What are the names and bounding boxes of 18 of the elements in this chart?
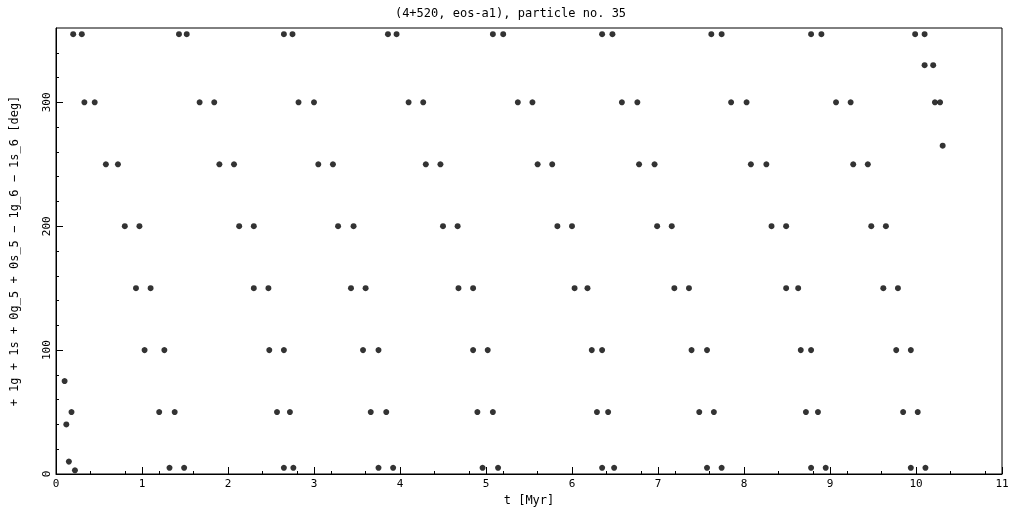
- y-axis-title: + 1g + 1s + 0g_5 + 0s_5 − 1g_6 − 1s_6 [deg]: [7, 95, 21, 407]
- y-tick-label: 200: [40, 216, 53, 237]
- x-tick-label: 2: [224, 477, 232, 490]
- y-tick-label: 100: [40, 340, 53, 361]
- x-tick-label: 10: [909, 477, 923, 490]
- x-tick-label: 8: [740, 477, 748, 490]
- x-tick-label: 6: [568, 477, 576, 490]
- y-tick-label: 0: [40, 470, 53, 478]
- x-axis-title: t [Myr]: [503, 492, 555, 507]
- chart-title: (4+520, eos-a1), particle no. 35: [394, 6, 627, 20]
- x-tick-label: 7: [654, 477, 662, 490]
- y-tick-label: 300: [40, 92, 53, 113]
- x-tick-label: 1: [138, 477, 146, 490]
- x-tick-label: 3: [310, 477, 318, 490]
- x-tick-label: 5: [482, 477, 490, 490]
- x-tick-label: 4: [396, 477, 404, 490]
- x-tick-label: 9: [826, 477, 834, 490]
- x-tick-label: 11: [995, 477, 1009, 490]
